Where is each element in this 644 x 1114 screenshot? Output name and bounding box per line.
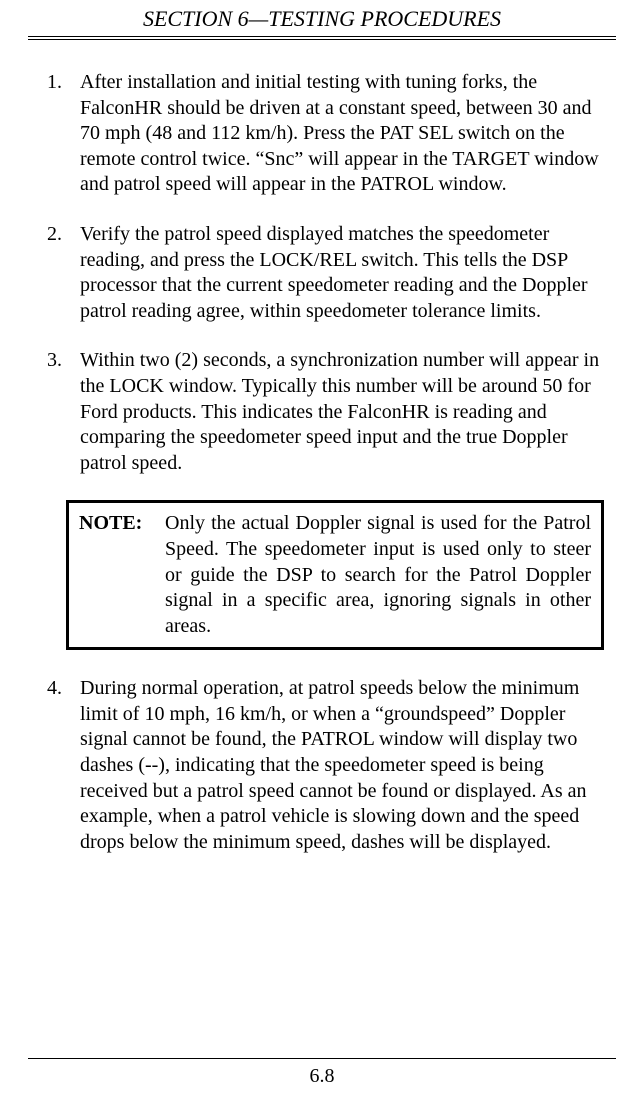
list-text: Within two (2) seconds, a synchronizatio…: [80, 348, 604, 476]
list-text: After installation and initial testing w…: [80, 70, 604, 198]
page-number: 6.8: [28, 1065, 616, 1088]
list-text: During normal operation, at patrol speed…: [80, 676, 604, 855]
list-item: 1. After installation and initial testin…: [36, 70, 604, 198]
footer-rule: [28, 1058, 616, 1059]
list-number: 4.: [36, 676, 80, 855]
note-label: NOTE:: [79, 511, 165, 639]
list-number: 3.: [36, 348, 80, 476]
list-number: 1.: [36, 70, 80, 198]
list-text: Verify the patrol speed displayed matche…: [80, 222, 604, 324]
list-item: 3. Within two (2) seconds, a synchroniza…: [36, 348, 604, 476]
note-text: Only the actual Doppler signal is used f…: [165, 511, 591, 639]
list-item: 2. Verify the patrol speed displayed mat…: [36, 222, 604, 324]
footer: 6.8: [28, 1058, 616, 1088]
content: 1. After installation and initial testin…: [28, 70, 616, 855]
header-rule: [28, 36, 616, 40]
note-box: NOTE: Only the actual Doppler signal is …: [66, 500, 604, 650]
list-item: 4. During normal operation, at patrol sp…: [36, 676, 604, 855]
section-header: SECTION 6—TESTING PROCEDURES: [28, 0, 616, 36]
list-number: 2.: [36, 222, 80, 324]
